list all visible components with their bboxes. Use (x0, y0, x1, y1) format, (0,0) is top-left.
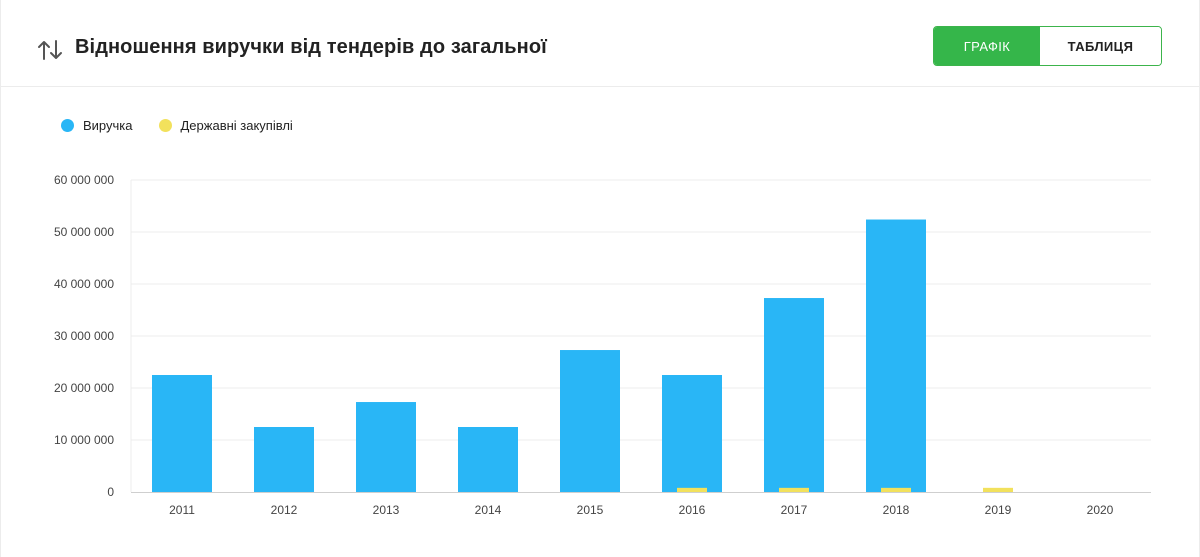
bar-revenue-2017 (764, 298, 824, 492)
legend-label-procurement: Державні закупівлі (180, 118, 293, 133)
x-tick-label: 2020 (1087, 503, 1114, 517)
y-tick-label: 60 000 000 (54, 173, 114, 187)
y-tick-label: 20 000 000 (54, 381, 114, 395)
y-tick-label: 40 000 000 (54, 277, 114, 291)
legend-item-procurement[interactable]: Державні закупівлі (158, 118, 293, 133)
view-toggle: ГРАФІК ТАБЛИЦЯ (933, 26, 1162, 66)
x-tick-label: 2013 (373, 503, 400, 517)
graph-view-button[interactable]: ГРАФІК (934, 27, 1040, 65)
legend-label-revenue: Виручка (83, 118, 133, 133)
bar-procurement-2016 (677, 487, 707, 492)
x-tick-label: 2016 (679, 503, 706, 517)
bar-procurement-2019 (983, 487, 1013, 492)
table-view-button[interactable]: ТАБЛИЦЯ (1040, 27, 1161, 65)
y-tick-label: 10 000 000 (54, 433, 114, 447)
bar-procurement-2018 (881, 487, 911, 492)
x-tick-label: 2012 (271, 503, 298, 517)
bar-revenue-2013 (356, 402, 416, 492)
chart-title: Відношення виручки від тендерів до загал… (75, 36, 547, 58)
bar-revenue-2018 (866, 219, 926, 492)
y-tick-label: 30 000 000 (54, 329, 114, 343)
legend-item-revenue[interactable]: Виручка (61, 118, 133, 133)
bar-revenue-2015 (560, 350, 620, 492)
x-tick-label: 2018 (883, 503, 910, 517)
legend-dot-procurement (158, 119, 172, 132)
chart-legend: Виручка Державні закупівлі (61, 118, 319, 133)
card-header: Відношення виручки від тендерів до загал… (1, 0, 1199, 87)
legend-dot-revenue (61, 119, 74, 132)
x-tick-label: 2019 (985, 503, 1012, 517)
bar-revenue-2012 (254, 427, 314, 492)
y-tick-label: 50 000 000 (54, 225, 114, 239)
x-tick-label: 2017 (781, 503, 808, 517)
bar-procurement-2017 (779, 487, 809, 492)
x-tick-label: 2015 (577, 503, 604, 517)
x-tick-label: 2014 (475, 503, 502, 517)
bar-revenue-2014 (458, 427, 518, 492)
sort-arrows-icon (38, 40, 62, 60)
y-tick-label: 0 (107, 485, 114, 499)
bar-revenue-2016 (662, 375, 722, 492)
x-tick-label: 2011 (169, 503, 195, 517)
bar-revenue-2011 (152, 375, 212, 492)
